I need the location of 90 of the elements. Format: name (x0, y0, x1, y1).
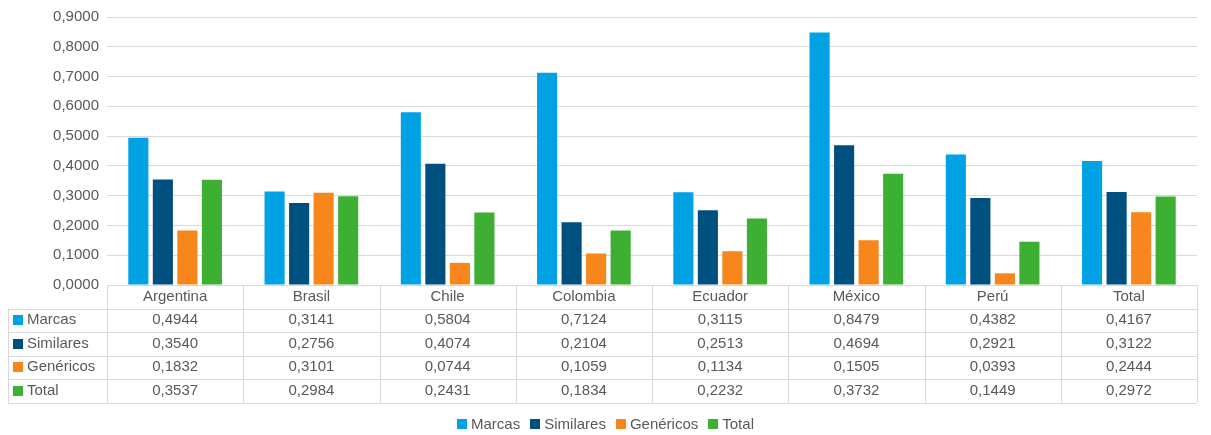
bar (722, 251, 743, 285)
data-label: 0,0393 (969, 357, 1016, 375)
x-tick-label: Ecuador (692, 287, 749, 305)
legend-label: Genéricos (27, 357, 96, 375)
bar (289, 202, 310, 285)
data-label: 0,4167 (1105, 310, 1152, 328)
legend-label: Total (722, 415, 754, 432)
data-label: 0,5804 (424, 310, 471, 328)
y-tick-label: 0,4000 (53, 156, 99, 174)
data-label: 0,3540 (152, 333, 199, 351)
bar (858, 240, 879, 285)
x-tick-label: Argentina (143, 287, 208, 305)
bar (400, 112, 421, 285)
bar (697, 210, 718, 285)
y-tick-label: 0,8000 (53, 36, 99, 54)
data-label: 0,1834 (560, 380, 607, 398)
bar (673, 192, 694, 285)
data-label: 0,2972 (1105, 380, 1152, 398)
y-tick-label: 0,1000 (53, 245, 99, 263)
data-label: 0,8479 (833, 310, 880, 328)
bar (1019, 241, 1040, 285)
data-label: 0,3101 (288, 357, 335, 375)
data-label: 0,1505 (833, 357, 880, 375)
y-tick-label: 0,3000 (53, 185, 99, 203)
data-label: 0,4694 (833, 333, 880, 351)
legend-label: Marcas (27, 310, 77, 328)
bar (128, 137, 149, 285)
y-tick-label: 0,7000 (53, 66, 99, 84)
bar (561, 222, 582, 285)
bar (313, 192, 334, 285)
data-label: 0,0744 (424, 357, 471, 375)
text: Total (27, 380, 59, 398)
data-label: 0,2984 (288, 380, 335, 398)
data-label: 0,2104 (560, 333, 607, 351)
data-label: 0,7124 (560, 310, 607, 328)
x-tick-label: Colombia (552, 287, 617, 305)
data-label: 0,4944 (152, 310, 199, 328)
y-tick-label: 0,9000 (53, 7, 99, 25)
y-tick-label: 0,6000 (53, 96, 99, 114)
x-tick-label: Perú (976, 287, 1009, 305)
data-label: 0,1134 (697, 357, 743, 375)
data-label: 0,3141 (288, 310, 335, 328)
data-label: 0,2232 (697, 380, 744, 398)
data-label: 0,1449 (969, 380, 1016, 398)
bar (834, 145, 855, 285)
x-tick-label: Brasil (292, 287, 331, 305)
bar (474, 212, 495, 285)
data-label: 0,2513 (697, 333, 744, 351)
data-label: 0,4382 (969, 310, 1016, 328)
data-label: 0,1059 (560, 357, 607, 375)
bar (1155, 196, 1176, 285)
bar (883, 173, 904, 285)
y-tick-label: 0,0000 (53, 275, 99, 293)
bar (610, 230, 631, 285)
bar (970, 198, 991, 285)
data-label: 0,2921 (969, 333, 1016, 351)
bar (201, 179, 222, 285)
bar (586, 253, 607, 285)
text: Genéricos (629, 415, 699, 432)
text: Similares (544, 415, 606, 432)
x-tick-label: México (832, 287, 881, 305)
legend-label: Similares (27, 333, 89, 351)
data-label: 0,3537 (152, 380, 199, 398)
data-label: 0,2756 (288, 333, 335, 351)
data-label: 0,4074 (424, 333, 471, 351)
bar (1106, 192, 1127, 285)
data-label: 0,2431 (424, 380, 471, 398)
bar (449, 262, 470, 285)
data-label: 0,2444 (1105, 357, 1152, 375)
data-label: 0,3115 (697, 310, 743, 328)
bar (945, 154, 966, 285)
y-tick-label: 0,2000 (53, 215, 99, 233)
bar (152, 179, 173, 285)
x-tick-label: Chile (430, 287, 465, 305)
bar (746, 218, 767, 285)
bar (177, 230, 198, 285)
data-label: 0,3122 (1105, 333, 1152, 351)
bar (809, 32, 830, 285)
text: Marcas (471, 415, 521, 432)
bar (994, 273, 1015, 285)
bar (425, 163, 446, 285)
bar (338, 196, 359, 285)
bar (264, 191, 285, 285)
bar (1082, 160, 1103, 285)
y-tick-label: 0,5000 (53, 126, 99, 144)
data-label: 0,1832 (152, 357, 199, 375)
bar (537, 72, 558, 285)
bar (1131, 212, 1152, 285)
x-tick-label: Total (1113, 287, 1145, 305)
data-label: 0,3732 (833, 380, 880, 398)
